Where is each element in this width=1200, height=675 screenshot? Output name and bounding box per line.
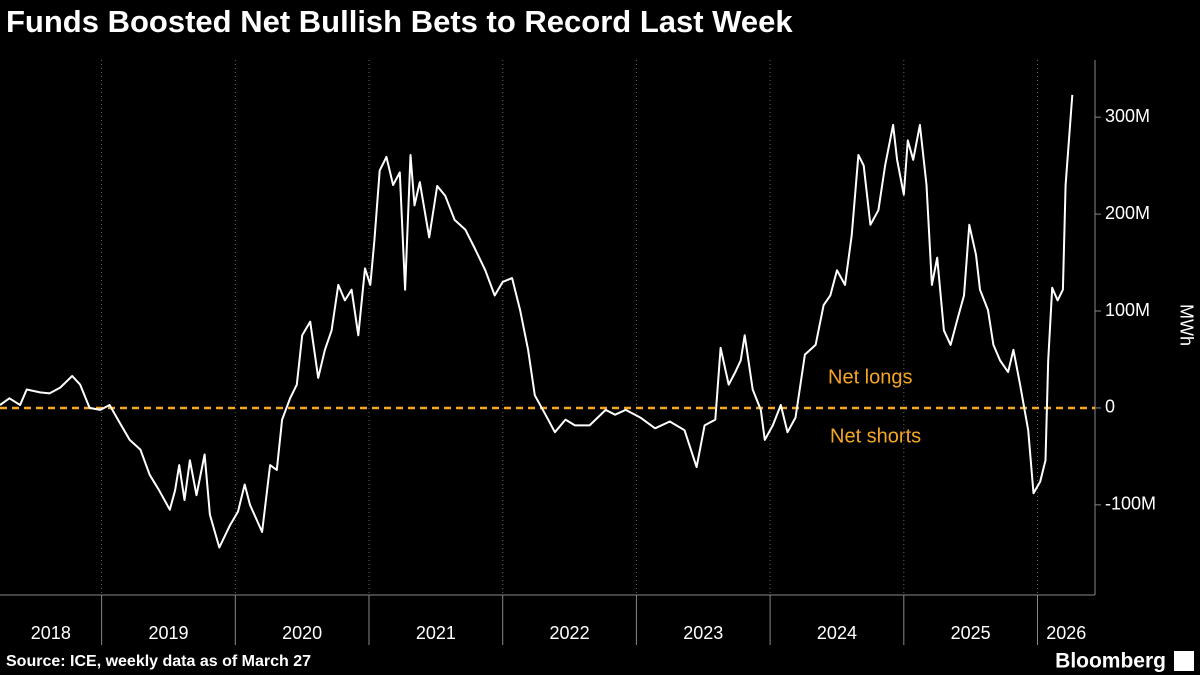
source: Source: ICE, weekly data as of March 27	[6, 653, 311, 670]
y-tick-label: 200M	[1105, 203, 1150, 223]
x-tick-label: 2024	[817, 623, 857, 643]
y-tick-label: 0	[1105, 397, 1115, 417]
annotation: Net longs	[828, 366, 913, 388]
x-tick-label: 2022	[550, 623, 590, 643]
x-tick-label: 2021	[416, 623, 456, 643]
y-tick-label: 100M	[1105, 300, 1150, 320]
x-tick-label: 2023	[683, 623, 723, 643]
x-tick-label: 2025	[951, 623, 991, 643]
chart-title: Funds Boosted Net Bullish Bets to Record…	[6, 4, 793, 39]
y-tick-label: 300M	[1105, 106, 1150, 126]
y-tick-label: -100M	[1105, 494, 1156, 514]
line	[0, 94, 1074, 549]
brand: Bloomberg	[1055, 650, 1166, 673]
x-tick-label: 2019	[148, 623, 188, 643]
y-axis-label: MWh	[1176, 304, 1196, 346]
x-tick-label: 2026	[1046, 623, 1086, 643]
x-tick-label: 2018	[31, 623, 71, 643]
x-tick-label: 2020	[282, 623, 322, 643]
annotation: Net shorts	[830, 425, 921, 447]
brand-icon	[1174, 651, 1194, 671]
